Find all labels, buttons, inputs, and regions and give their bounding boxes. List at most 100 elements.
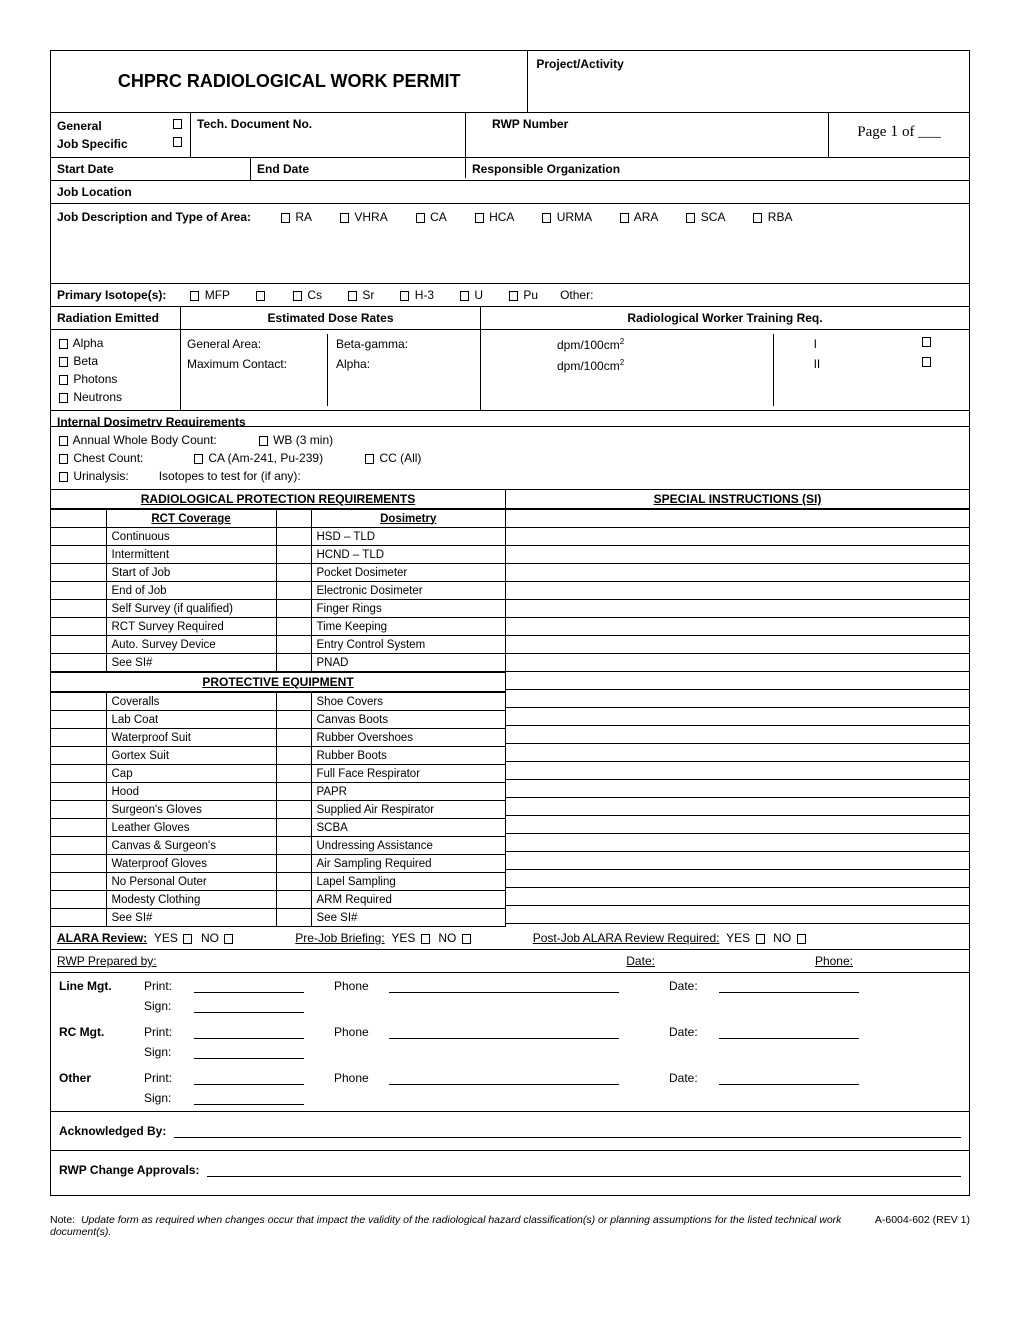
radiation-types: Alpha Beta Photons Neutrons [51,330,181,410]
dose-label: Estimated Dose Rates [267,311,393,325]
area-ca-checkbox[interactable] [416,213,425,223]
wb-label: WB (3 min) [273,433,333,447]
area-ara-checkbox[interactable] [620,213,629,223]
changes-line[interactable] [207,1163,961,1177]
prepared-date-label: Date: [626,954,655,968]
wb-checkbox[interactable] [259,436,268,446]
alara-no-checkbox[interactable] [224,934,233,944]
rc_mgt-phone[interactable] [389,1025,619,1039]
isotope-checkbox[interactable] [460,291,469,301]
form-code: A-6004-602 (REV 1) [855,1214,970,1238]
isotope-checkbox[interactable] [509,291,518,301]
signature-block: Line Mgt. Print: Phone Date: Sign: RC Mg… [51,973,969,1111]
training-l1-checkbox[interactable] [922,337,931,347]
rad-beta-checkbox[interactable] [59,357,68,367]
ack-label: Acknowledged By: [59,1124,166,1138]
general-checkbox[interactable] [173,119,182,129]
isotope-checkbox[interactable] [256,291,265,301]
area-rba-checkbox[interactable] [753,213,762,223]
isotope-checkbox[interactable] [190,291,199,301]
form-title: CHPRC RADIOLOGICAL WORK PERMIT [51,51,528,112]
urin-label: Urinalysis: [73,469,128,483]
job-specific-checkbox[interactable] [173,137,182,147]
special-instructions-table [506,509,969,924]
training-l2-checkbox[interactable] [922,357,931,367]
ack-line[interactable] [174,1124,961,1138]
resp-org-label: Responsible Organization [472,162,620,176]
end-date-label: End Date [257,162,309,176]
page-prefix: Page [857,124,886,140]
prepared-phone-label: Phone: [815,954,853,968]
dose-alpha: Alpha: [336,354,474,374]
changes-label: RWP Change Approvals: [59,1163,199,1177]
chest-checkbox[interactable] [59,454,68,464]
cc-checkbox[interactable] [365,454,374,464]
rc_mgt-sign[interactable] [194,1045,304,1059]
radiation-label: Radiation Emitted [57,311,159,325]
rpr-title: RADIOLOGICAL PROTECTION REQUIREMENTS [51,490,506,509]
area-ra-checkbox[interactable] [281,213,290,223]
line_mgt-sign[interactable] [194,999,304,1013]
postjob-no-checkbox[interactable] [797,934,806,944]
area-hca-checkbox[interactable] [475,213,484,223]
postjob-yes-checkbox[interactable] [756,934,765,944]
dose-unit2: dpm/100cm [557,359,620,373]
postjob-label: Post-Job ALARA Review Required: [533,931,720,945]
page-num: 1 [890,123,898,140]
other-phone[interactable] [389,1071,619,1085]
footnote: Note: Update form as required when chang… [50,1214,970,1238]
area-vhra-checkbox[interactable] [340,213,349,223]
page-of: of ___ [902,124,941,140]
si-title: SPECIAL INSTRUCTIONS (SI) [506,490,969,509]
isotopes-label: Primary Isotope(s): [57,288,166,302]
other-date[interactable] [719,1071,859,1085]
dose-unit1: dpm/100cm [557,338,620,352]
other-sign[interactable] [194,1091,304,1105]
prejob-yes-checkbox[interactable] [421,934,430,944]
project-label: Project/Activity [536,57,623,71]
isotope-other: Other: [560,288,593,302]
rad-photons-checkbox[interactable] [59,375,68,385]
job-location-label: Job Location [57,185,132,199]
note-text: Update form as required when changes occ… [50,1214,841,1238]
training-l2: II [814,357,821,371]
alara-yes-checkbox[interactable] [183,934,192,944]
rct-dosimetry-table: RCT CoverageDosimetryContinuousHSD – TLD… [51,509,506,672]
protective-equipment-table: CoverallsShoe CoversLab CoatCanvas Boots… [51,692,506,927]
isotope-checkbox[interactable] [400,291,409,301]
training-l1: I [814,337,817,351]
isotope-checkbox[interactable] [348,291,357,301]
job-desc-label: Job Description and Type of Area: [57,210,251,224]
rc_mgt-print[interactable] [194,1025,304,1039]
note-label: Note: [50,1214,75,1226]
line_mgt-print[interactable] [194,979,304,993]
line_mgt-date[interactable] [719,979,859,993]
dose-bg: Beta-gamma: [336,334,474,354]
work-permit-form: CHPRC RADIOLOGICAL WORK PERMIT Project/A… [50,50,970,1196]
tech-doc-label: Tech. Document No. [197,117,312,131]
prejob-label: Pre-Job Briefing: [295,931,384,945]
dose-ga: General Area: [187,334,327,354]
prepared-label: RWP Prepared by: [57,954,157,968]
rad-alpha-checkbox[interactable] [59,339,68,349]
wbc-checkbox[interactable] [59,436,68,446]
alara-label: ALARA Review: [57,931,147,945]
dose-mc: Maximum Contact: [187,354,327,374]
area-sca-checkbox[interactable] [686,213,695,223]
line_mgt-phone[interactable] [389,979,619,993]
other-print[interactable] [194,1071,304,1085]
isotope-checkbox[interactable] [293,291,302,301]
job-specific-label: Job Specific [57,137,128,151]
prejob-no-checkbox[interactable] [462,934,471,944]
internal-label: Internal Dosimetry Requirements [57,415,246,427]
pe-title: PROTECTIVE EQUIPMENT [51,672,506,692]
area-urma-checkbox[interactable] [542,213,551,223]
wbc-label: Annual Whole Body Count: [73,433,217,447]
rc_mgt-date[interactable] [719,1025,859,1039]
ca-checkbox[interactable] [194,454,203,464]
urin-checkbox[interactable] [59,472,68,482]
isotope-checkbox-group: MFP Cs Sr H-3 U Pu [188,288,538,302]
chest-label: Chest Count: [73,451,143,465]
rad-neutrons-checkbox[interactable] [59,393,68,403]
ca-label: CA (Am-241, Pu-239) [208,451,323,465]
